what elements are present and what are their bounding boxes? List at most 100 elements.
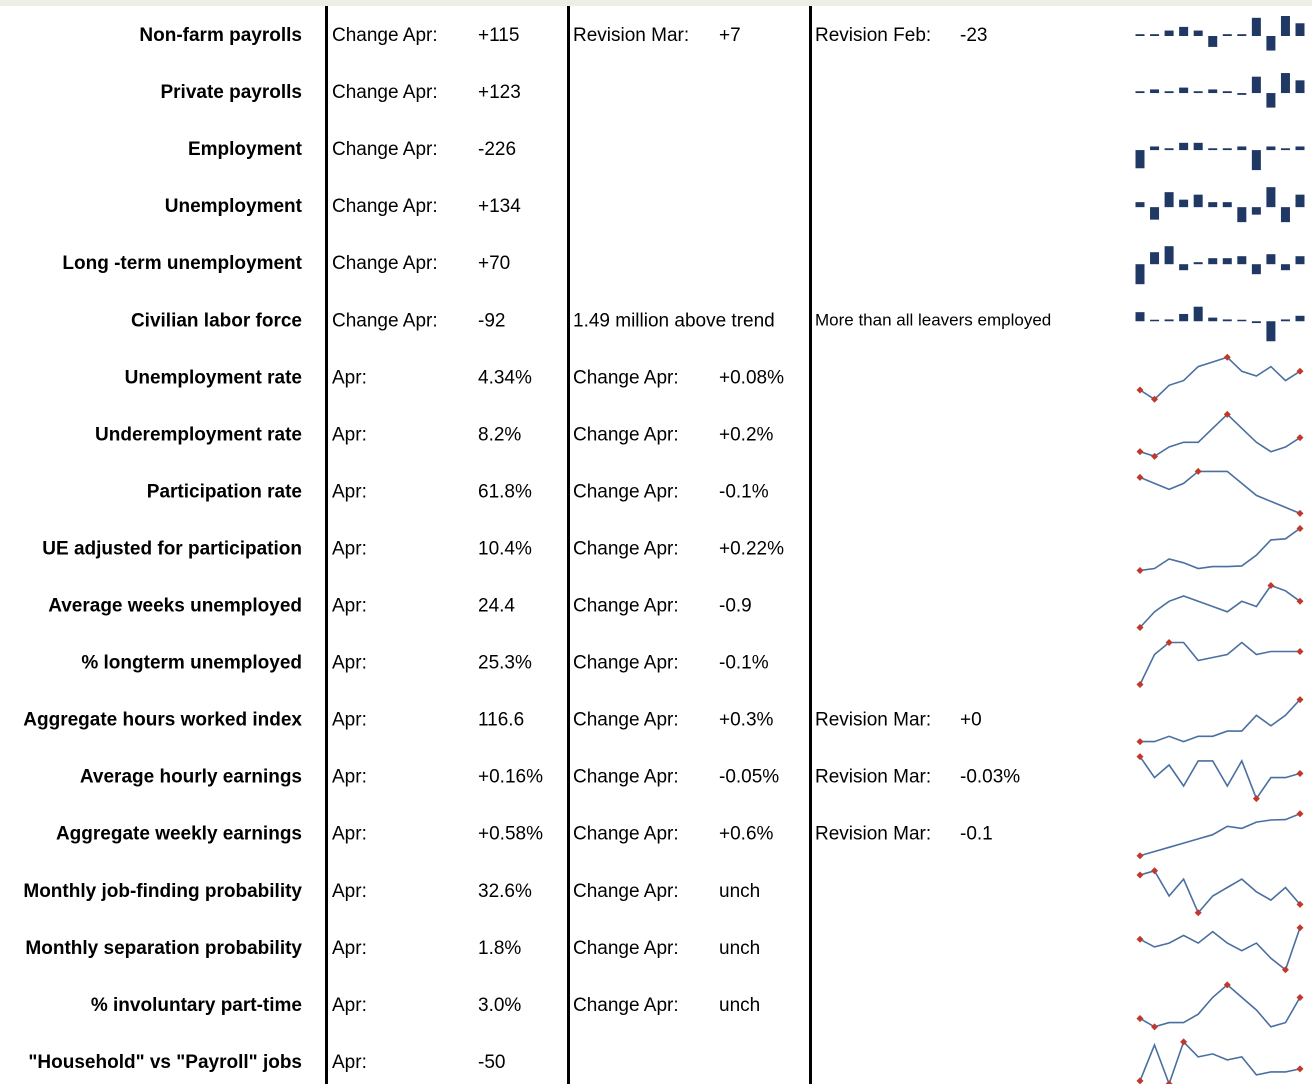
spark-bar (1150, 207, 1160, 220)
spark-bar (1135, 312, 1145, 322)
spark-bar (1280, 207, 1290, 223)
spark-marker (1165, 1080, 1173, 1084)
cell-label: Apr: (332, 938, 367, 959)
row-label: Non-farm payrolls (139, 25, 302, 46)
cell-label: Change Apr: (332, 196, 438, 217)
spark-marker (1296, 769, 1304, 777)
spark-bar (1266, 321, 1276, 342)
spark-bar (1237, 34, 1247, 36)
spark-bar (1222, 202, 1232, 208)
spark-bar (1266, 146, 1276, 151)
spark-bar (1237, 256, 1247, 265)
cell-label: Revision Mar: (815, 710, 931, 731)
cell-value: 32.6% (478, 881, 532, 902)
spark-bar (1295, 315, 1305, 322)
top-strip (0, 0, 1312, 6)
cell-label: Apr: (332, 596, 367, 617)
spark-bar (1193, 142, 1203, 151)
spark-bar (1280, 264, 1290, 271)
spark-line (1139, 470, 1301, 515)
cell-label: Change Apr: (573, 710, 679, 731)
spark-marker (1267, 582, 1275, 589)
cell-value: unch (719, 938, 760, 959)
cell-label: Apr: (332, 995, 367, 1016)
spark-marker (1296, 509, 1304, 517)
spark-bar (1295, 194, 1305, 208)
cell-label: Change Apr: (332, 139, 438, 160)
cell-label: Change Apr: (332, 253, 438, 274)
cell-value: -50 (478, 1052, 505, 1073)
row-label: Civilian labor force (131, 310, 302, 331)
cell-label: Change Apr: (332, 25, 438, 46)
spark-bar (1164, 246, 1174, 265)
spark-bar (1208, 148, 1218, 151)
cell-label: Change Apr: (573, 767, 679, 788)
cell-label: 1.49 million above trend (573, 310, 775, 331)
cell-value: 116.6 (478, 710, 524, 731)
spark-bar (1179, 87, 1189, 94)
row-label: Aggregate hours worked index (23, 710, 302, 731)
cell-label: Change Apr: (573, 538, 679, 559)
spark-bar (1222, 258, 1232, 265)
cell-value: 4.34% (478, 367, 532, 388)
spark-marker (1136, 1014, 1144, 1022)
spark-marker (1296, 993, 1304, 1001)
cell-label: Revision Feb: (815, 25, 931, 46)
spark-bar (1135, 202, 1145, 208)
spark-bar (1193, 262, 1203, 265)
cell-value: 25.3% (478, 653, 532, 674)
cell-value: -0.1% (719, 653, 769, 674)
cell-value: +123 (478, 82, 521, 103)
cell-label: Change Apr: (573, 481, 679, 502)
spark-marker (1296, 696, 1304, 704)
spark-bar (1208, 89, 1218, 94)
spark-bar (1266, 93, 1276, 108)
cell-value: +0.58% (478, 824, 543, 845)
spark-marker (1296, 900, 1304, 908)
spark-bar (1295, 80, 1305, 94)
cell-value: 24.4 (478, 596, 515, 617)
spark-marker (1136, 738, 1144, 746)
spark-bar (1280, 319, 1290, 322)
spark-marker (1136, 852, 1144, 860)
cell-label: Change Apr: (332, 310, 438, 331)
spark-bar (1222, 34, 1232, 36)
spark-marker (1296, 810, 1304, 818)
spark-line (1139, 527, 1301, 572)
spark-marker (1151, 867, 1159, 875)
spark-marker (1223, 410, 1231, 418)
spark-marker (1194, 467, 1202, 475)
spark-marker (1296, 1065, 1304, 1073)
cell-label: Change Apr: (573, 367, 679, 388)
cell-label: Revision Mar: (573, 25, 689, 46)
cell-label: Change Apr: (573, 995, 679, 1016)
spark-bar (1280, 148, 1290, 151)
spark-bar (1266, 187, 1276, 208)
spark-bar (1208, 36, 1218, 47)
cell-label: Revision Mar: (815, 767, 931, 788)
spark-bar (1164, 30, 1174, 36)
spark-marker (1296, 434, 1304, 442)
spark-line (1139, 641, 1300, 685)
spark-marker (1296, 924, 1304, 932)
cell-value: +0 (960, 710, 982, 731)
cell-value: -0.03% (960, 767, 1020, 788)
cell-value: +70 (478, 253, 510, 274)
cell-label: Change Apr: (573, 596, 679, 617)
spark-bar (1237, 319, 1247, 322)
spark-marker (1136, 448, 1144, 456)
row-label: "Household" vs "Payroll" jobs (28, 1052, 302, 1073)
cell-value: +0.6% (719, 824, 774, 845)
spark-marker (1136, 871, 1144, 879)
spark-bar (1280, 73, 1290, 94)
spark-bar (1208, 317, 1218, 322)
cell-label: Apr: (332, 824, 367, 845)
spark-bar (1150, 319, 1160, 322)
cell-value: +7 (719, 25, 741, 46)
spark-bar (1193, 306, 1203, 322)
spark-bar (1164, 192, 1174, 208)
cell-value: -226 (478, 139, 516, 160)
spark-bar (1266, 36, 1276, 51)
spark-bar (1251, 264, 1261, 275)
